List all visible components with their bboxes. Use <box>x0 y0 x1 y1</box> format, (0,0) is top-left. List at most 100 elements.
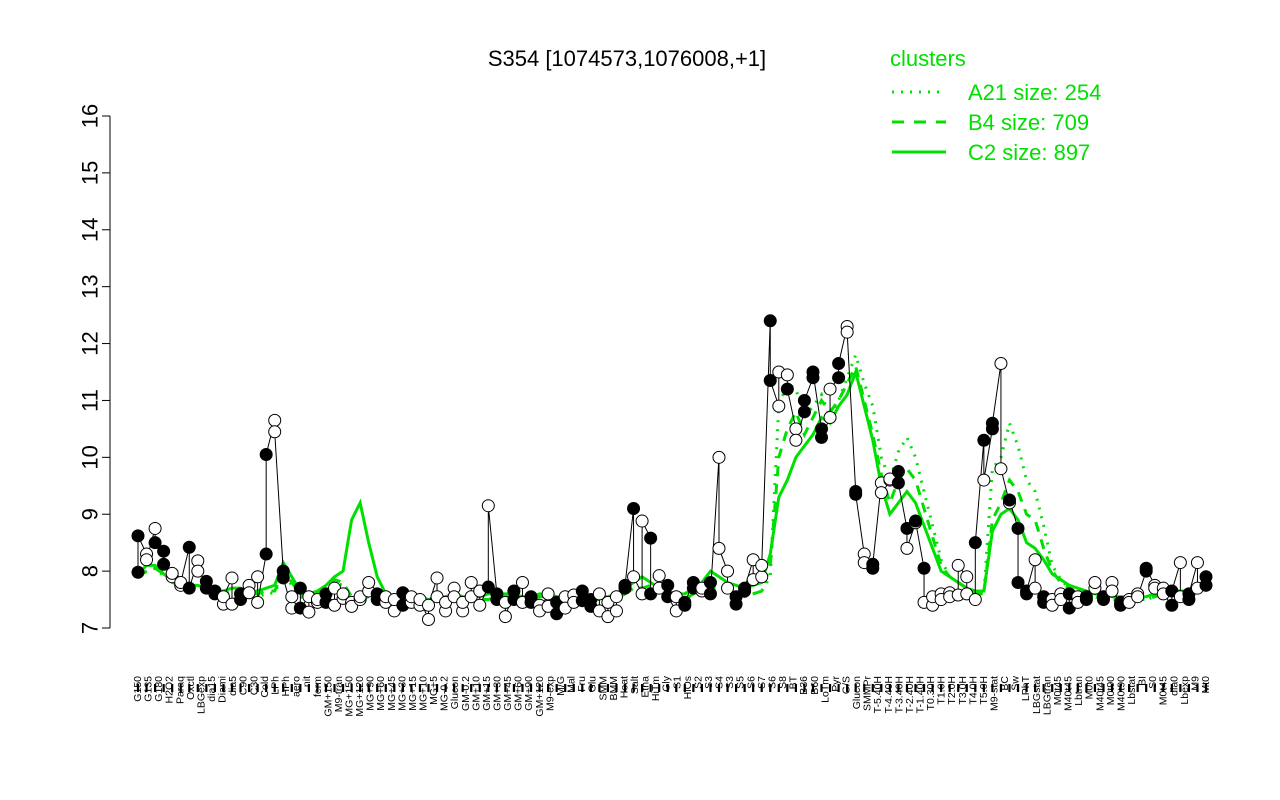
x-tick-label: T-1.40H <box>914 676 926 713</box>
data-point <box>592 587 606 601</box>
data-point <box>1088 575 1102 589</box>
data-point <box>336 587 350 601</box>
data-point <box>259 547 273 561</box>
x-tick-label: G/S <box>840 676 852 694</box>
data-point <box>421 598 435 612</box>
data-point <box>473 598 487 612</box>
x-tick-label: MG+30 <box>396 676 408 711</box>
x-tick-label: Diami <box>217 676 229 703</box>
x-tick-label: MG+45 <box>386 676 398 711</box>
data-point <box>259 447 273 461</box>
x-tick-label: G180 <box>153 676 165 702</box>
y-tick-label: 10 <box>78 445 103 469</box>
x-tick-label: B36 <box>798 676 810 695</box>
y-tick-label: 7 <box>78 622 103 634</box>
y-axis: 7 8 9 10 11 12 13 14 15 16 <box>78 104 111 634</box>
x-tick-label: GM+150 <box>322 676 334 717</box>
x-tick-label: Mal <box>566 676 578 693</box>
x-tick-label: BI <box>1137 676 1149 686</box>
x-tick-label: ferm <box>312 676 324 697</box>
data-point <box>1028 553 1042 567</box>
data-point <box>968 593 982 607</box>
x-tick-label: M9-stat <box>989 676 1001 711</box>
x-tick-label: C30 <box>248 676 260 695</box>
legend-label: C2 size: 897 <box>968 140 1090 165</box>
data-point <box>140 553 154 567</box>
data-point <box>891 476 905 490</box>
data-point <box>703 575 717 589</box>
data-point <box>481 580 495 594</box>
x-tick-label: M0t45 <box>1052 676 1064 705</box>
x-tick-label: Oxctl <box>185 676 197 700</box>
x-tick-label: GM+60 <box>513 676 525 711</box>
x-tick-label: Etha <box>640 676 652 698</box>
data-point <box>627 570 641 584</box>
legend: clusters A21 size: 254 B4 size: 709 C2 siz… <box>890 46 1101 165</box>
data-point <box>268 425 282 439</box>
legend-label: B4 size: 709 <box>968 110 1089 135</box>
data-point <box>498 610 512 624</box>
x-tick-label: dia0 <box>1168 676 1180 696</box>
x-tick-label: GM+45 <box>502 676 514 711</box>
x-axis: G150G135G180H2O2ParaqOxctlLBGexpdia15Dia… <box>132 675 1212 716</box>
x-tick-label: dia5 <box>227 676 239 696</box>
x-tick-label: LPh <box>269 676 281 695</box>
x-tick-label: S2 <box>692 676 704 689</box>
data-point <box>541 587 555 601</box>
data-point <box>780 368 794 382</box>
data-point <box>268 413 282 427</box>
x-tick-label: T1.0H <box>936 676 948 705</box>
data-point <box>755 570 769 584</box>
x-tick-label: M9-exp <box>544 676 556 711</box>
data-point <box>823 382 837 396</box>
data-point <box>644 531 658 545</box>
data-point <box>678 595 692 609</box>
expression-line <box>137 320 1207 620</box>
x-tick-label: GM+30 <box>492 676 504 711</box>
data-point <box>900 541 914 555</box>
chart-title: S354 [1074573,1076008,+1] <box>488 46 766 71</box>
x-tick-label: M40t45 <box>1094 676 1106 711</box>
x-tick-label: Mt0 <box>1200 676 1212 694</box>
data-point <box>703 587 717 601</box>
x-tick-label: MG+15 <box>407 676 419 711</box>
x-tick-label: BMM <box>608 676 620 701</box>
data-point <box>968 536 982 550</box>
data-point <box>345 599 359 613</box>
data-point <box>1105 584 1119 598</box>
data-point <box>293 581 307 595</box>
x-tick-label: BT <box>788 675 800 689</box>
expression-lines <box>137 320 1207 620</box>
data-point <box>609 590 623 604</box>
x-tick-label: S7 <box>756 676 768 689</box>
data-point <box>755 558 769 572</box>
x-tick-label: LBGexp <box>195 676 207 714</box>
expression-points <box>131 314 1213 626</box>
legend-label: A21 size: 254 <box>968 80 1101 105</box>
data-point <box>1028 581 1042 595</box>
data-point <box>763 314 777 328</box>
x-tick-label: aero <box>291 676 303 697</box>
data-point <box>148 536 162 550</box>
x-tick-label: SMMPr <box>862 676 874 712</box>
x-tick-label: Sw <box>1010 676 1022 691</box>
data-point <box>635 514 649 528</box>
data-point <box>421 612 435 626</box>
x-tick-label: Fru <box>576 676 588 692</box>
y-tick-label: 12 <box>78 331 103 355</box>
x-tick-label: BC <box>999 676 1011 691</box>
x-tick-label: C90 <box>238 676 250 695</box>
data-point <box>951 558 965 572</box>
data-point <box>729 597 743 611</box>
data-point <box>131 565 145 579</box>
data-point <box>1190 556 1204 570</box>
x-tick-label: Gly <box>661 675 673 692</box>
data-point <box>763 374 777 388</box>
x-tick-label: T-2.40H <box>904 676 916 713</box>
x-tick-label: nit <box>301 676 313 687</box>
data-point <box>242 586 256 600</box>
x-tick-label: M40t45 <box>1063 676 1075 711</box>
x-tick-label: LoTm <box>819 676 831 703</box>
data-point <box>849 487 863 501</box>
x-tick-label: H2O2 <box>164 676 176 704</box>
